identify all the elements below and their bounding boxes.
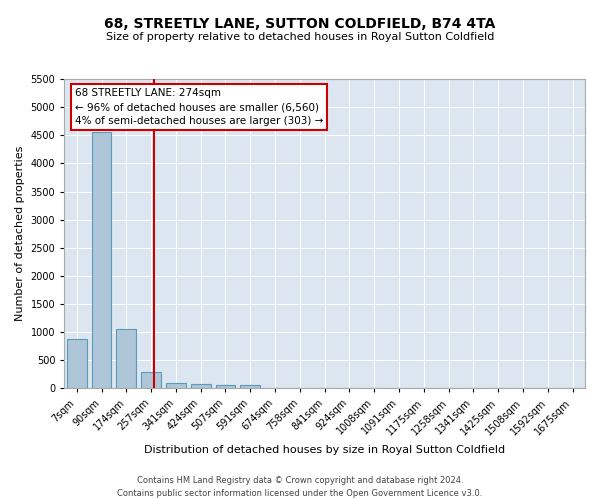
Text: Contains HM Land Registry data © Crown copyright and database right 2024.
Contai: Contains HM Land Registry data © Crown c…: [118, 476, 482, 498]
Bar: [191, 384, 211, 388]
Bar: [116, 329, 136, 388]
Text: 68 STREETLY LANE: 274sqm
← 96% of detached houses are smaller (6,560)
4% of semi: 68 STREETLY LANE: 274sqm ← 96% of detach…: [75, 88, 323, 126]
Bar: [141, 372, 161, 388]
Text: 68, STREETLY LANE, SUTTON COLDFIELD, B74 4TA: 68, STREETLY LANE, SUTTON COLDFIELD, B74…: [104, 18, 496, 32]
Bar: [166, 384, 186, 388]
Bar: [241, 385, 260, 388]
Bar: [67, 339, 86, 388]
X-axis label: Distribution of detached houses by size in Royal Sutton Coldfield: Distribution of detached houses by size …: [144, 445, 505, 455]
Bar: [215, 385, 235, 388]
Y-axis label: Number of detached properties: Number of detached properties: [15, 146, 25, 322]
Bar: [92, 132, 112, 388]
Text: Size of property relative to detached houses in Royal Sutton Coldfield: Size of property relative to detached ho…: [106, 32, 494, 42]
